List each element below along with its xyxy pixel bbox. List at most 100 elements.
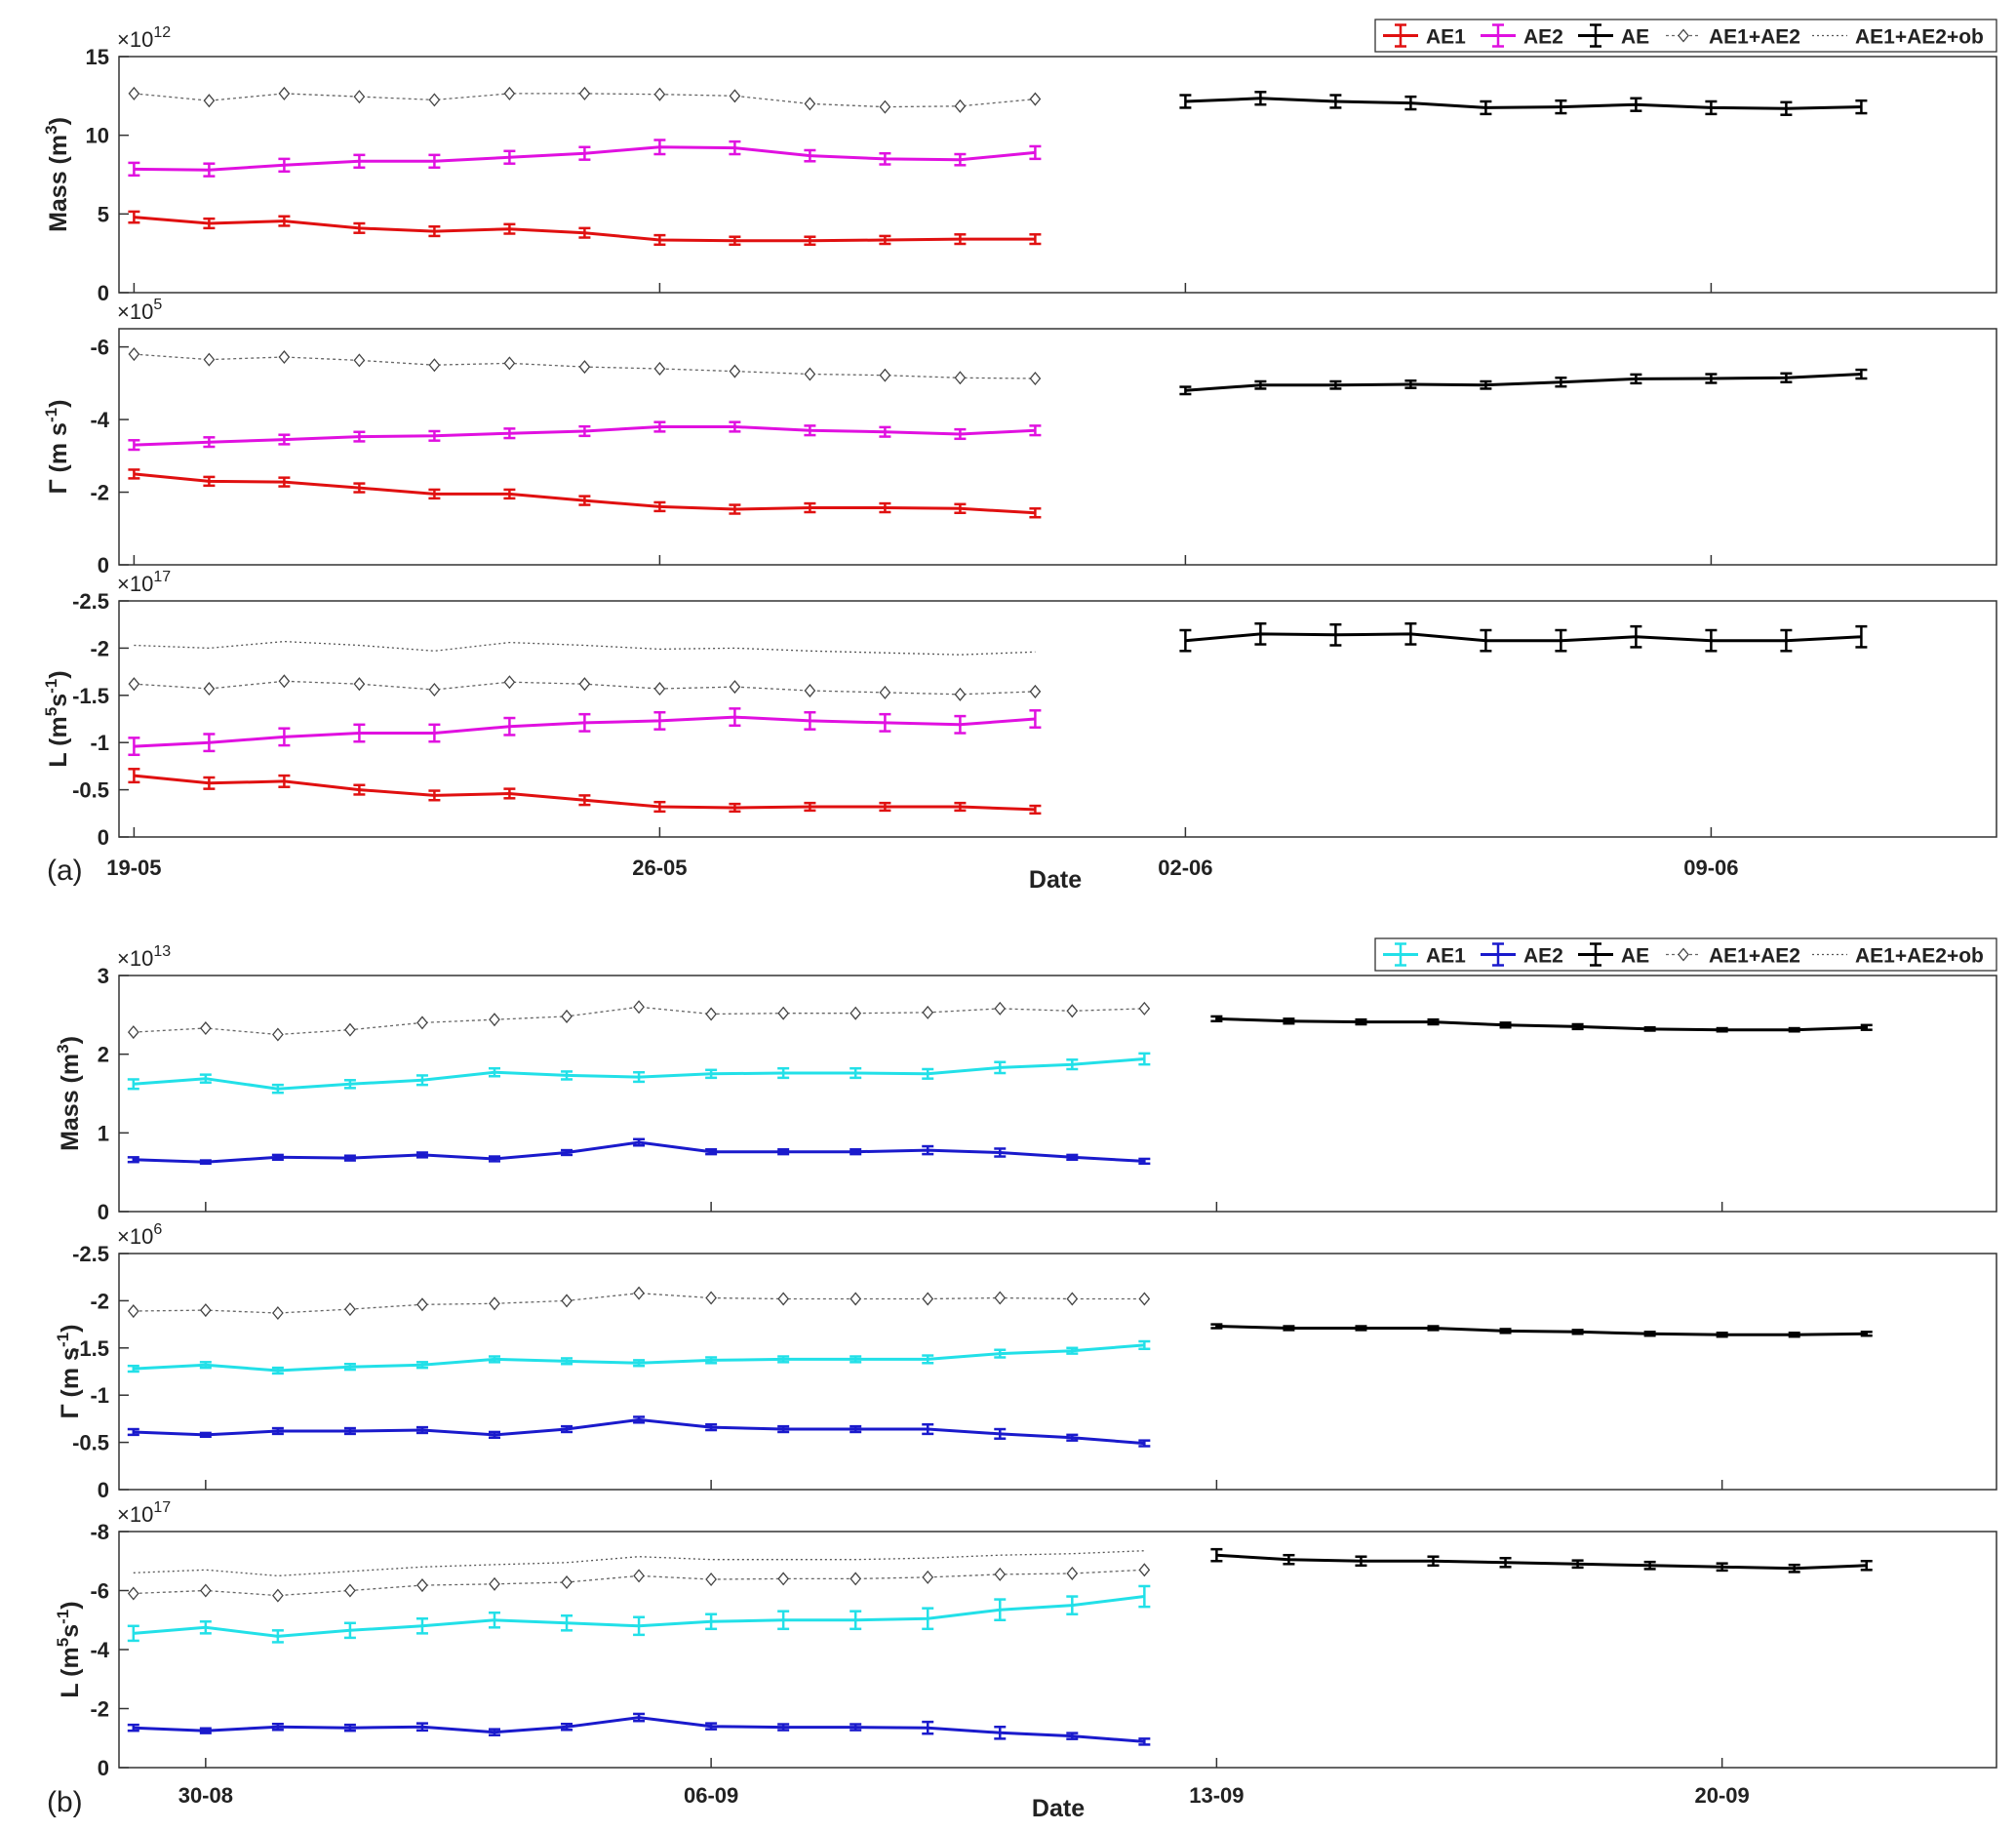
x-tick-label: 09-06: [1683, 856, 1738, 880]
diamond-marker: [353, 353, 366, 368]
error-bar-ae2: [804, 710, 816, 731]
y-tick-label: -2.5: [72, 1242, 109, 1266]
error-bar-ae2: [203, 436, 216, 449]
x-tick-label: 30-08: [178, 1783, 233, 1808]
diamond-marker: [804, 367, 816, 381]
error-bar-ae2: [415, 1722, 428, 1732]
error-bar-ae: [1780, 372, 1793, 383]
y-axis-label: L (m5s-1): [54, 1601, 84, 1697]
y-tick-label: -2.5: [72, 589, 109, 614]
error-bar-ae2: [994, 1726, 1007, 1740]
error-bar-ae: [1780, 628, 1793, 653]
error-bar-ae1: [879, 501, 891, 514]
error-bar-ae2: [1029, 709, 1042, 729]
diamond-marker: [954, 99, 967, 113]
error-bar-ae1: [879, 801, 891, 813]
diamond-marker: [578, 677, 591, 692]
legend-entry: AE1+AE2: [1666, 945, 1800, 968]
error-bar-ae: [1480, 379, 1492, 390]
y-tick-label: 0: [98, 1756, 109, 1780]
y-tick-label: -2: [90, 481, 109, 505]
error-bar-ae1: [1138, 1339, 1151, 1351]
error-bar-ae: [1427, 1325, 1440, 1332]
error-bar-ae1: [428, 488, 441, 500]
error-bar-ae2: [199, 1159, 212, 1166]
error-bar-ae1: [127, 1078, 139, 1091]
y-tick-label: -1: [90, 731, 109, 755]
diamond-marker: [428, 682, 441, 697]
diamond-marker: [272, 1588, 284, 1603]
error-bar-ae: [1329, 622, 1342, 647]
series-line-ae: [1185, 97, 1862, 110]
error-bar-ae2: [729, 420, 741, 433]
error-bar-ae1: [954, 502, 967, 515]
diamond-marker: [344, 1583, 356, 1598]
error-bar-ae: [1555, 377, 1567, 388]
error-bar-ae: [1355, 1555, 1367, 1568]
diamond-marker: [850, 1292, 862, 1306]
error-bar-ae: [1329, 94, 1342, 109]
legend-label: AE: [1621, 945, 1649, 968]
diamond-marker: [278, 674, 291, 689]
legend-entry: AE: [1578, 23, 1649, 49]
diamond-marker: [1029, 684, 1042, 698]
error-bar-ae: [1427, 1555, 1440, 1568]
error-bar-ae2: [353, 430, 366, 443]
error-bar-ae: [1630, 97, 1642, 112]
diamond-marker: [489, 1296, 500, 1311]
error-bar-ae2: [353, 153, 366, 169]
y-tick-label: -0.5: [72, 778, 109, 803]
error-bar-ae: [1254, 621, 1267, 646]
y-tick-label: 0: [98, 281, 109, 305]
legend-entry: AE1+AE2+ob: [1812, 26, 1984, 49]
diamond-marker: [128, 677, 140, 692]
error-bar-ae2: [203, 733, 216, 753]
error-bar-ae2: [127, 1156, 139, 1164]
diamond-marker: [128, 347, 140, 362]
error-bar-ae2: [1138, 1737, 1151, 1746]
error-bar-ae2: [271, 1722, 284, 1732]
error-bar-ae2: [777, 1723, 790, 1732]
diamond-marker: [203, 682, 216, 697]
diamond-marker: [278, 86, 291, 100]
error-bar-ae2: [415, 1151, 428, 1159]
error-bar-ae1: [415, 1074, 428, 1087]
error-bar-ae1: [777, 1066, 790, 1080]
error-bar-ae2: [489, 1155, 500, 1163]
error-bar-ae2: [705, 1722, 718, 1731]
diamond-marker: [954, 687, 967, 701]
error-bar-ae1: [653, 800, 666, 814]
error-bar-ae: [1555, 99, 1567, 115]
diamond-marker: [199, 1021, 212, 1036]
error-bar-ae1: [199, 1073, 212, 1084]
error-bar-ae: [1716, 1332, 1728, 1338]
error-bar-ae1: [489, 1066, 500, 1078]
y-tick-label: -1: [90, 1383, 109, 1408]
y-tick-label: -1.5: [72, 1336, 109, 1361]
error-bar-ae: [1788, 1026, 1800, 1033]
error-bar-ae2: [705, 1148, 718, 1156]
diamond-marker: [1138, 1292, 1151, 1306]
error-bar-ae2: [633, 1712, 646, 1723]
error-bar-ae: [1210, 1547, 1223, 1563]
error-bar-ae1: [561, 1357, 573, 1366]
diamond-marker: [561, 1575, 573, 1590]
plot-area: [118, 1253, 1997, 1491]
x-tick-label: 02-06: [1158, 856, 1212, 880]
diamond-marker: [705, 1007, 717, 1021]
diamond-marker: [127, 1304, 139, 1319]
y-axis-label: Mass (m3): [42, 117, 72, 232]
diamond-marker: [127, 1025, 139, 1040]
subplot-b-angular-momentum: 0 -2 -4 -6 -8 ×1017 L (m5s-1): [54, 1499, 1997, 1780]
error-bar-ae2: [729, 707, 741, 728]
error-bar-ae1: [850, 1066, 862, 1080]
error-bar-ae2: [653, 710, 666, 731]
x-axis-label: Date: [1029, 866, 1082, 894]
diamond-marker: [503, 675, 516, 690]
diamond-marker: [578, 86, 591, 100]
y-tick-label: -2: [90, 636, 109, 660]
y-tick-label: 5: [98, 202, 109, 226]
legend-entry: AE1: [1383, 942, 1466, 968]
diamond-marker: [353, 90, 366, 104]
error-bar-ae1: [503, 787, 516, 800]
